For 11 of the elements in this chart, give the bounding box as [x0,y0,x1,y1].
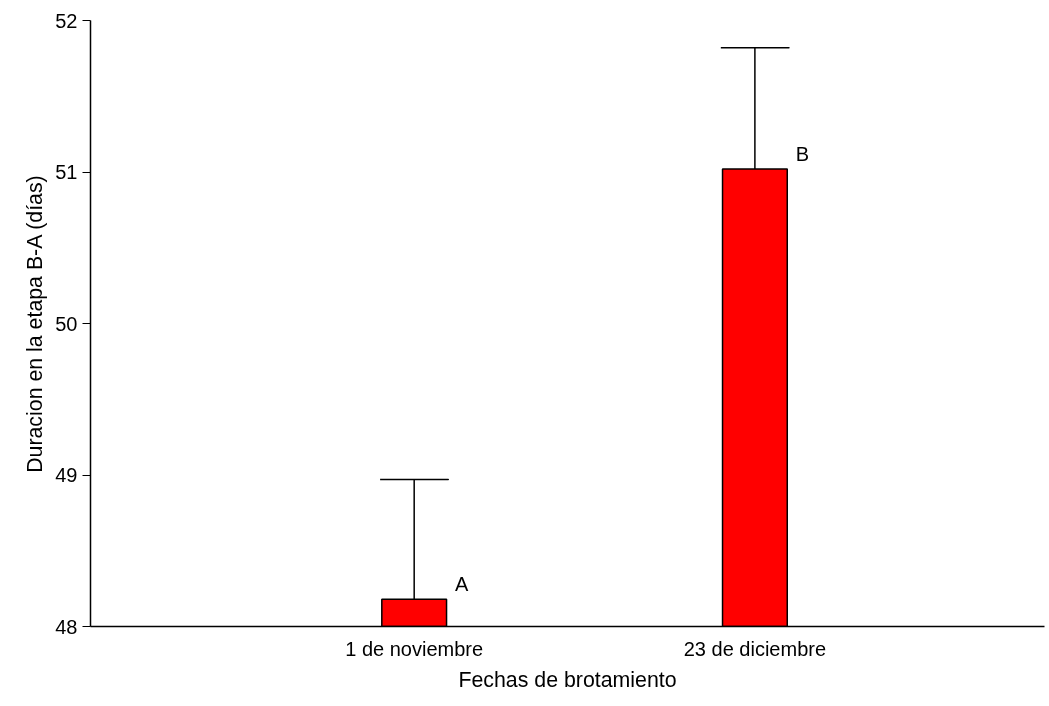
y-axis-title: Duracion en la etapa B-A (días) [23,175,48,473]
y-tick-label: 49 [55,464,78,486]
annotation: A [455,573,470,596]
x-tick-label: 23 de diciembre [683,637,827,660]
y-tick-label: 52 [55,9,78,32]
y-tick-label: 48 [55,615,78,638]
x-axis-title: Fechas de brotamiento [458,667,677,692]
y-tick-label: 51 [55,161,78,183]
y-tick-label: 50 [55,312,78,335]
x-tick-label: 1 de noviembre [345,637,484,660]
annotation: B [795,142,810,165]
